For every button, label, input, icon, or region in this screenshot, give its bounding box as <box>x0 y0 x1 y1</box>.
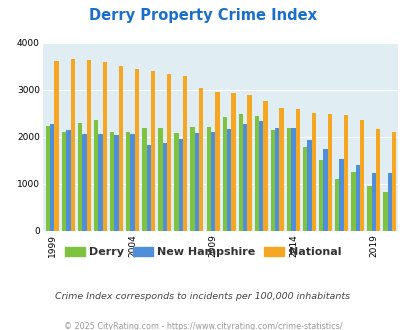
Bar <box>375 129 379 231</box>
Bar <box>190 127 194 231</box>
Bar <box>134 69 139 231</box>
Bar <box>130 134 134 231</box>
Bar <box>142 128 146 231</box>
Bar <box>367 186 371 231</box>
Bar <box>231 93 235 231</box>
Bar <box>126 132 130 231</box>
Bar <box>146 145 151 231</box>
Bar <box>102 62 107 231</box>
Bar <box>118 66 123 231</box>
Bar <box>343 115 347 231</box>
Bar <box>307 140 311 231</box>
Bar <box>339 159 343 231</box>
Bar <box>174 133 178 231</box>
Bar <box>311 113 315 231</box>
Bar <box>243 124 247 231</box>
Bar <box>247 95 251 231</box>
Bar <box>162 143 166 231</box>
Bar <box>258 121 263 231</box>
Bar <box>322 149 327 231</box>
Bar <box>391 132 395 231</box>
Bar <box>50 124 54 231</box>
Bar <box>86 60 91 231</box>
Bar <box>238 115 243 231</box>
Bar <box>158 128 162 231</box>
Bar <box>62 132 66 231</box>
Bar <box>110 132 114 231</box>
Bar <box>302 147 307 231</box>
Bar <box>210 132 215 231</box>
Text: Crime Index corresponds to incidents per 100,000 inhabitants: Crime Index corresponds to incidents per… <box>55 292 350 301</box>
Bar <box>371 173 375 231</box>
Bar <box>151 71 155 231</box>
Bar <box>98 134 102 231</box>
Bar <box>198 87 203 231</box>
Bar <box>166 74 171 231</box>
Bar <box>94 120 98 231</box>
Bar <box>327 115 331 231</box>
Text: Derry Property Crime Index: Derry Property Crime Index <box>89 8 316 23</box>
Bar <box>46 126 50 231</box>
Bar <box>78 123 82 231</box>
Text: © 2025 CityRating.com - https://www.cityrating.com/crime-statistics/: © 2025 CityRating.com - https://www.city… <box>64 322 341 330</box>
Bar <box>355 165 359 231</box>
Bar <box>70 59 75 231</box>
Bar <box>286 128 290 231</box>
Bar <box>290 128 295 231</box>
Bar <box>194 133 198 231</box>
Bar <box>263 101 267 231</box>
Bar <box>178 139 183 231</box>
Bar <box>359 120 363 231</box>
Bar <box>279 108 283 231</box>
Bar <box>226 129 231 231</box>
Bar <box>275 128 279 231</box>
Bar <box>222 117 226 231</box>
Bar <box>382 192 387 231</box>
Legend: Derry, New Hampshire, National: Derry, New Hampshire, National <box>60 243 345 262</box>
Bar <box>215 92 219 231</box>
Bar <box>114 135 118 231</box>
Bar <box>54 61 59 231</box>
Bar <box>183 76 187 231</box>
Bar <box>206 127 210 231</box>
Bar <box>295 109 299 231</box>
Bar <box>82 134 86 231</box>
Bar <box>66 130 70 231</box>
Bar <box>318 160 322 231</box>
Bar <box>387 173 391 231</box>
Bar <box>350 172 355 231</box>
Bar <box>270 130 275 231</box>
Bar <box>334 179 339 231</box>
Bar <box>254 116 258 231</box>
